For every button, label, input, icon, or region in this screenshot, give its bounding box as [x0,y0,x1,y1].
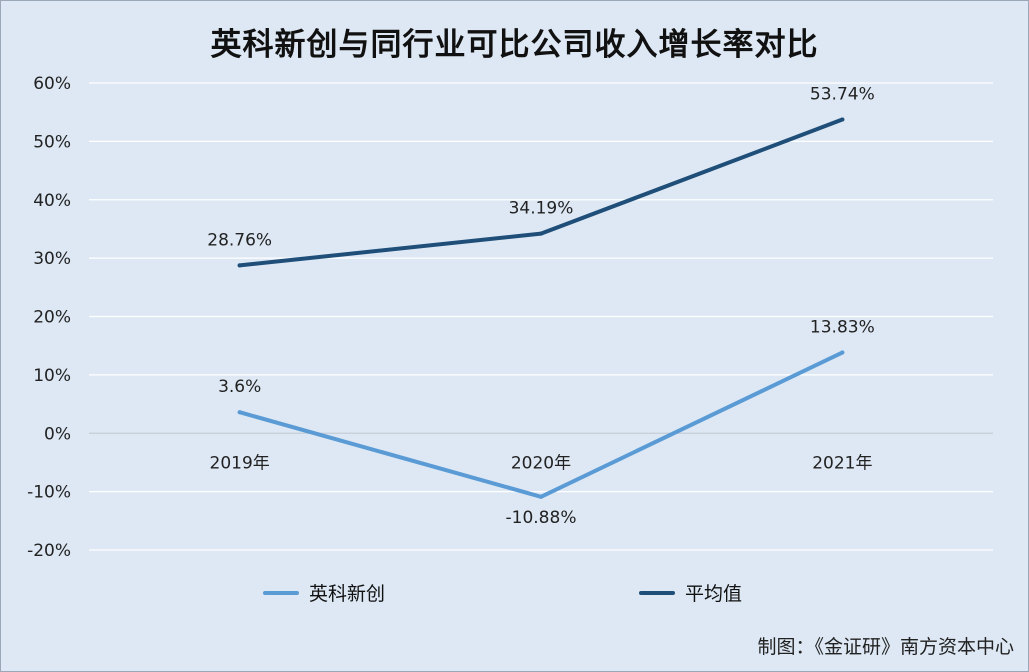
x-tick-label: 2019年 [210,453,270,473]
data-label: 34.19% [509,199,574,219]
x-tick-label: 2020年 [511,453,571,473]
data-label: 53.74% [810,85,875,105]
legend-swatch-ykxc [263,590,299,595]
legend-label-average: 平均值 [685,583,743,605]
data-label: -10.88% [506,508,577,528]
data-label: 3.6% [218,377,261,397]
x-tick-label: 2021年 [812,453,872,473]
legend-swatch-average [639,590,675,595]
data-label: 28.76% [207,230,272,250]
chart-title: 英科新创与同行业可比公司收入增长率对比 [210,27,819,63]
y-tick-label: 50% [33,132,71,152]
data-point [840,350,845,355]
y-tick-label: 30% [33,249,71,269]
legend: 英科新创 平均值 [1,579,1028,609]
y-tick-label: 10% [33,366,71,386]
y-tick-label: 20% [33,308,71,328]
data-point [237,410,242,415]
legend-item-ykxc: 英科新创 [263,579,385,606]
data-point [237,263,242,268]
data-point [840,117,845,122]
legend-item-average: 平均值 [639,579,742,606]
chart-credit: 制图：《金证研》南方资本中心 [757,636,1014,658]
y-tick-label: 60% [33,74,71,94]
y-tick-label: 40% [33,191,71,211]
data-point [539,494,543,499]
data-label: 13.83% [810,318,875,338]
legend-label-ykxc: 英科新创 [309,583,386,605]
y-tick-label: -10% [27,483,71,503]
y-tick-label: -20% [27,541,71,561]
data-point [539,231,543,236]
y-tick-label: 0% [44,424,71,444]
series-line-0 [237,350,845,499]
